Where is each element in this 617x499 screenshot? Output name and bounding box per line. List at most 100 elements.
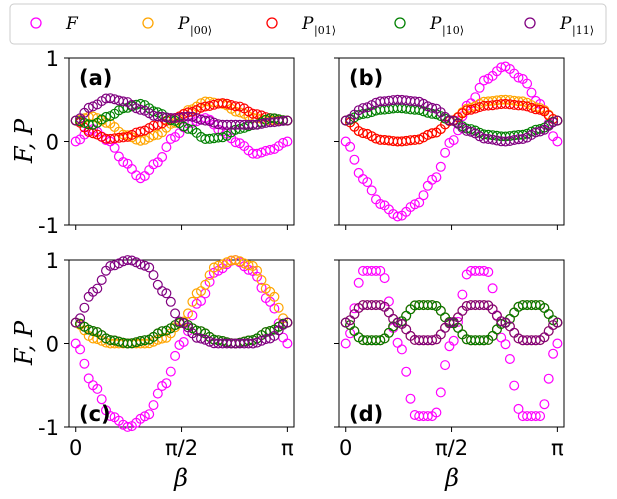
point-c-4-2 bbox=[79, 302, 90, 313]
point-c-0-18 bbox=[148, 400, 159, 411]
point-c-0-8 bbox=[105, 411, 116, 422]
point-b-4-0 bbox=[340, 115, 351, 126]
x-tick-label-d-0: 0 bbox=[339, 436, 352, 460]
point-b-0-6 bbox=[366, 185, 377, 196]
point-d-0-0 bbox=[340, 338, 351, 349]
point-d-0-14 bbox=[401, 366, 412, 377]
point-c-0-12 bbox=[122, 421, 133, 432]
point-d-0-38 bbox=[504, 354, 515, 365]
point-b-4-41 bbox=[517, 134, 528, 145]
point-c-1-26 bbox=[183, 308, 194, 319]
point-a-4-3 bbox=[83, 102, 94, 113]
y-tick-label-a-0: 1 bbox=[46, 47, 59, 71]
y-tick-label-c-0: 1 bbox=[46, 249, 59, 273]
point-c-0-21 bbox=[161, 378, 172, 389]
point-c-4-6 bbox=[96, 275, 107, 286]
point-b-4-29 bbox=[466, 126, 477, 137]
point-b-2-45 bbox=[535, 104, 546, 115]
legend-marker-4 bbox=[524, 17, 536, 29]
series-d-3 bbox=[340, 300, 563, 346]
legend-label-4: P bbox=[559, 14, 572, 34]
point-a-3-1 bbox=[75, 116, 86, 127]
legend-sub-4: |11⟩ bbox=[572, 24, 594, 38]
point-d-0-23 bbox=[440, 360, 451, 371]
x-tick-label-c-2: π bbox=[281, 436, 294, 460]
point-c-4-1 bbox=[75, 313, 86, 324]
legend-label-1: P bbox=[177, 14, 190, 34]
point-a-4-11 bbox=[118, 96, 129, 107]
point-c-3-16 bbox=[139, 335, 150, 346]
point-b-0-31 bbox=[474, 82, 485, 93]
point-b-0-18 bbox=[418, 190, 429, 201]
panel-d: 0 π/2 π (d) bbox=[334, 259, 565, 460]
point-c-3-4 bbox=[87, 326, 98, 337]
series-a-2 bbox=[70, 98, 293, 144]
point-c-0-43 bbox=[256, 282, 267, 293]
legend-sub-2: |01⟩ bbox=[314, 24, 336, 38]
x-tick-label-d-1: π/2 bbox=[435, 436, 468, 460]
point-a-3-26 bbox=[183, 123, 194, 134]
x-tick-label-d-2: π bbox=[551, 436, 564, 460]
point-c-4-49 bbox=[282, 317, 293, 328]
point-d-3-8 bbox=[375, 335, 386, 346]
point-a-0-21 bbox=[161, 142, 172, 153]
point-a-0-20 bbox=[157, 152, 168, 163]
point-b-0-21 bbox=[431, 172, 442, 183]
point-d-0-37 bbox=[500, 339, 511, 350]
point-c-4-44 bbox=[260, 334, 271, 345]
legend-sub-1: |00⟩ bbox=[190, 24, 212, 38]
point-d-0-15 bbox=[405, 393, 416, 404]
point-a-2-38 bbox=[234, 101, 245, 112]
point-b-0-22 bbox=[435, 161, 446, 172]
point-b-4-49 bbox=[552, 115, 563, 126]
point-b-0-5 bbox=[362, 177, 373, 188]
y-tick-label-c-1: 0 bbox=[46, 333, 59, 357]
point-c-0-19 bbox=[152, 388, 163, 399]
point-d-0-27 bbox=[457, 289, 468, 300]
series-c-4 bbox=[70, 255, 293, 349]
point-c-4-16 bbox=[139, 260, 150, 271]
point-d-3-44 bbox=[530, 300, 541, 311]
x-axis-title-left: β bbox=[173, 464, 188, 492]
point-d-0-9 bbox=[379, 273, 390, 284]
point-a-0-45 bbox=[265, 144, 276, 155]
point-c-0-25 bbox=[178, 337, 189, 348]
point-a-0-9 bbox=[109, 142, 120, 153]
point-c-1-31 bbox=[204, 270, 215, 281]
legend-marker-3 bbox=[394, 17, 406, 29]
point-c-4-42 bbox=[252, 337, 263, 348]
legend-label-0: F bbox=[65, 14, 79, 34]
point-c-0-2 bbox=[79, 358, 90, 369]
point-c-1-40 bbox=[243, 260, 254, 271]
point-d-0-13 bbox=[396, 344, 407, 355]
panel-c: 1 0 -1 0 π/2 π (c) bbox=[38, 249, 295, 460]
point-d-0-34 bbox=[487, 283, 498, 294]
point-d-0-48 bbox=[548, 348, 559, 359]
legend-marker-0 bbox=[30, 17, 42, 29]
legend-entries: F P |00⟩ P |01⟩ P |10⟩ P |11⟩ bbox=[30, 14, 594, 38]
legend-label-3: P bbox=[429, 14, 442, 34]
point-c-1-30 bbox=[200, 279, 211, 290]
point-d-4-8 bbox=[375, 300, 386, 311]
y-tick-label-a-1: 0 bbox=[46, 131, 59, 155]
point-a-0-42 bbox=[252, 148, 263, 159]
x-tick-label-c-1: π/2 bbox=[165, 436, 198, 460]
y-axis-title-bottom: F, P bbox=[10, 320, 38, 366]
point-c-0-6 bbox=[96, 394, 107, 405]
point-a-0-37 bbox=[230, 137, 241, 148]
point-b-0-16 bbox=[409, 199, 420, 210]
point-d-4-12 bbox=[392, 317, 403, 328]
point-c-4-5 bbox=[92, 283, 103, 294]
point-b-0-32 bbox=[478, 75, 489, 86]
point-b-4-4 bbox=[358, 103, 369, 114]
point-b-0-43 bbox=[526, 87, 537, 98]
y-axis-title-top: F, P bbox=[10, 118, 38, 164]
panel-label-a: (a) bbox=[79, 66, 112, 90]
point-d-4-44 bbox=[530, 335, 541, 346]
point-d-0-45 bbox=[535, 411, 546, 422]
point-d-0-8 bbox=[375, 265, 386, 276]
point-b-2-4 bbox=[358, 128, 369, 139]
x-tick-label-c-0: 0 bbox=[69, 436, 82, 460]
point-a-3-7 bbox=[100, 111, 111, 122]
